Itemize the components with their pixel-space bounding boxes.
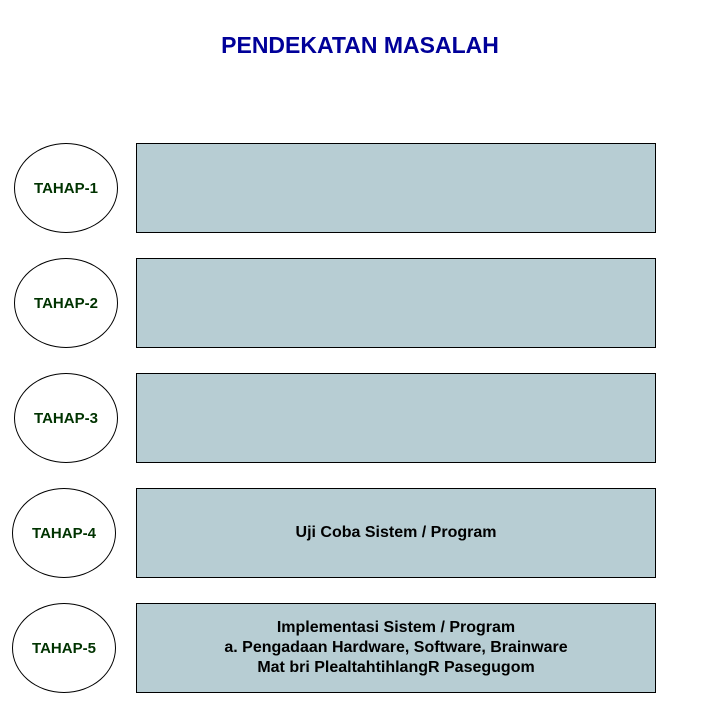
stage-box-4-line-1: Uji Coba Sistem / Program bbox=[296, 523, 497, 543]
stage-box-5: Implementasi Sistem / Programa. Pengadaa… bbox=[136, 603, 656, 693]
stage-row-5: TAHAP-5Implementasi Sistem / Programa. P… bbox=[0, 603, 720, 693]
stage-box-1 bbox=[136, 143, 656, 233]
stage-box-5-line-1: Implementasi Sistem / Program bbox=[277, 618, 515, 638]
stage-row-2: TAHAP-2 bbox=[0, 258, 720, 348]
stage-circle-2: TAHAP-2 bbox=[14, 258, 118, 348]
stage-circle-3: TAHAP-3 bbox=[14, 373, 118, 463]
stage-row-1: TAHAP-1 bbox=[0, 143, 720, 233]
stage-box-5-line-3: Mat bri PlealtahtihlangR Pasegugom bbox=[257, 658, 534, 678]
stage-box-4: Uji Coba Sistem / Program bbox=[136, 488, 656, 578]
stage-box-3 bbox=[136, 373, 656, 463]
stage-circle-1: TAHAP-1 bbox=[14, 143, 118, 233]
stage-circle-5: TAHAP-5 bbox=[12, 603, 116, 693]
stage-circle-4: TAHAP-4 bbox=[12, 488, 116, 578]
stage-box-5-line-2: a. Pengadaan Hardware, Software, Brainwa… bbox=[224, 638, 567, 658]
stage-box-2 bbox=[136, 258, 656, 348]
stage-row-3: TAHAP-3 bbox=[0, 373, 720, 463]
page-title: PENDEKATAN MASALAH bbox=[0, 32, 720, 59]
stage-row-4: TAHAP-4 Uji Coba Sistem / Program bbox=[0, 488, 720, 578]
